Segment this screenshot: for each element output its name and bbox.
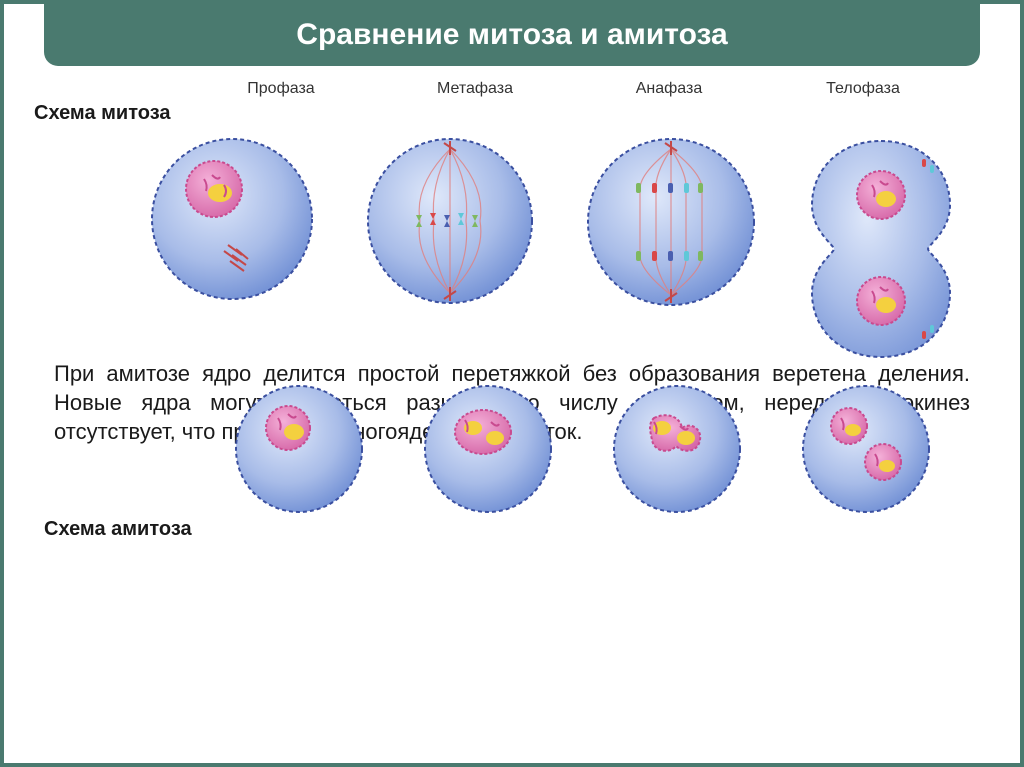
page-title: Сравнение митоза и амитоза [296,18,727,52]
phase-label-prophase: Профаза [184,80,378,98]
cell-telophase [806,135,956,363]
header-bar: Сравнение митоза и амитоза [44,4,980,66]
cell-metaphase [364,135,536,307]
amitosis-cell-1 [232,382,366,516]
amitosis-title: Схема амитоза [4,518,1020,541]
content-frame: Сравнение митоза и амитоза Профаза Метаф… [0,0,1024,767]
phase-labels-row: Профаза Метафаза Анафаза Телофаза [4,66,1020,102]
amitosis-cell-3 [610,382,744,516]
mitosis-diagram-row [4,125,1020,355]
cell-prophase [148,135,316,303]
amitosis-cell-2 [421,382,555,516]
phase-label-telophase: Телофаза [766,80,960,98]
phase-label-metaphase: Метафаза [378,80,572,98]
amitosis-cell-4 [799,382,933,516]
phase-label-anaphase: Анафаза [572,80,766,98]
cell-anaphase [584,135,758,309]
mitosis-title: Схема митоза [4,102,1020,125]
